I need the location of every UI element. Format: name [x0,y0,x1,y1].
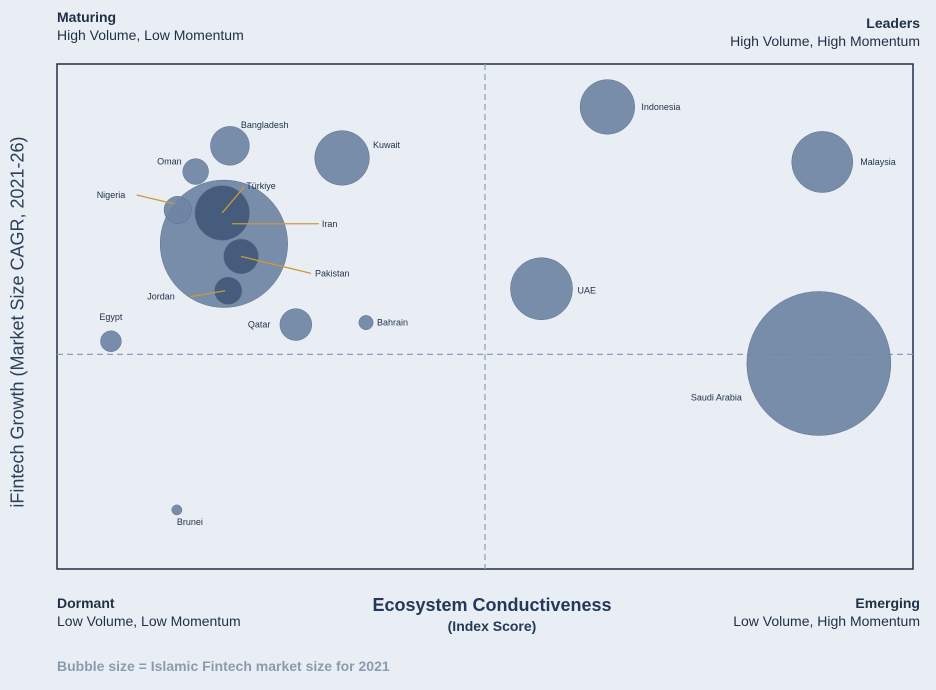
label-nigeria: Nigeria [97,190,126,200]
label-jordan: Jordan [147,292,175,302]
label-qatar: Qatar [248,320,271,330]
label-iran: Iran [322,219,338,229]
bubble-nigeria [163,196,192,224]
bubble-kuwait [314,130,370,186]
bubble-oman [182,158,209,185]
bubbles [100,79,892,516]
bubble-iran [159,179,288,308]
label-egypt: Egypt [99,312,123,322]
bubble-turkiye [194,185,250,241]
bubble-jordan [214,276,243,305]
quadrant-leaders-title: Leaders [866,15,920,31]
quadrant-dormant: Dormant Low Volume, Low Momentum [57,594,241,630]
label-brunei: Brunei [177,517,203,527]
leader-line-nigeria [136,194,175,205]
label-saudi-arabia: Saudi Arabia [691,392,742,402]
label-indonesia: Indonesia [641,102,680,112]
label-pakistan: Pakistan [315,268,350,278]
x-axis-label: Ecosystem Conductiveness (Index Score) [372,594,611,636]
bubble-bahrain [358,315,374,331]
quadrant-maturing-title: Maturing [57,9,117,25]
quadrant-emerging: Emerging Low Volume, High Momentum [733,594,920,630]
bubble-uae [510,257,573,321]
label-uae: UAE [577,286,596,296]
leader-line-pakistan [240,255,312,275]
bubble-size-note: Bubble size = Islamic Fintech market siz… [57,658,390,674]
bubble-qatar [279,308,313,341]
quadrant-dormant-title: Dormant [57,595,115,611]
bubble-egypt [100,330,122,352]
bubble-bangladesh [210,126,250,166]
quadrant-maturing: Maturing High Volume, Low Momentum [57,8,244,44]
label-bahrain: Bahrain [377,318,408,328]
leader-line-jordan [190,290,226,298]
bubble-malaysia [791,131,854,193]
bubble-pakistan [223,238,259,274]
label-turkiye: Türkiye [246,181,276,191]
label-bangladesh: Bangladesh [241,120,289,130]
bubble-saudi-arabia [746,291,892,436]
bubble-brunei [171,504,183,516]
label-malaysia: Malaysia [860,157,896,167]
label-oman: Oman [157,157,182,167]
quadrant-maturing-subtitle: High Volume, Low Momentum [57,27,244,43]
x-axis-subtitle: (Index Score) [447,618,537,634]
quadrant-emerging-title: Emerging [855,595,920,611]
quadrant-dormant-subtitle: Low Volume, Low Momentum [57,613,241,629]
x-axis-title: Ecosystem Conductiveness [372,595,612,615]
bubble-indonesia [579,79,635,135]
leader-line-turkiye [221,186,245,214]
quadrant-leaders: Leaders High Volume, High Momentum [730,14,920,50]
quadrant-emerging-subtitle: Low Volume, High Momentum [733,613,920,629]
bubble-labels: Indonesia Malaysia Bangladesh Kuwait Oman Tür… [97,102,896,527]
quadrant-leaders-subtitle: High Volume, High Momentum [730,33,920,49]
label-kuwait: Kuwait [373,140,401,150]
